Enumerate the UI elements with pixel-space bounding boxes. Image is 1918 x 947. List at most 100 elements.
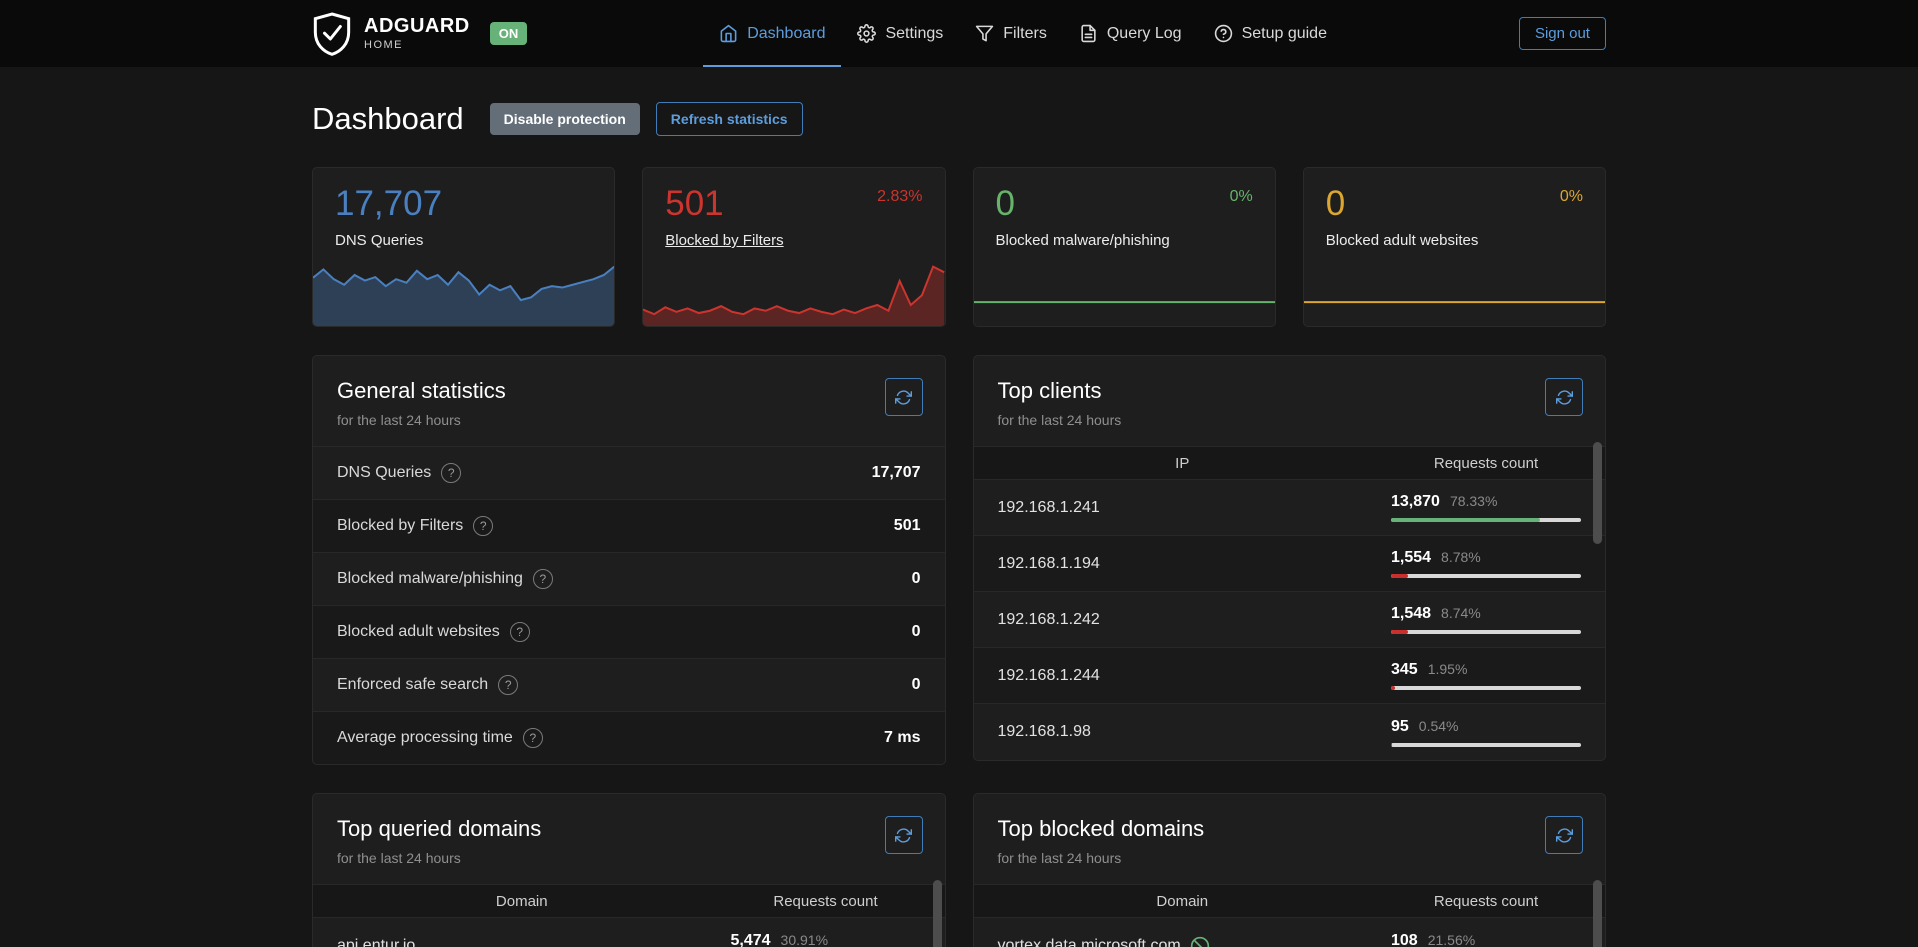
panel-scrollbar[interactable] xyxy=(1593,880,1602,947)
nav-label: Setup guide xyxy=(1241,24,1327,42)
nav-label: Settings xyxy=(885,24,944,42)
panel-subtitle: for the last 24 hours xyxy=(337,850,461,866)
progress-bar-fill xyxy=(1391,742,1393,747)
top-queried-table: api.entur.io 5,474 30.91% xyxy=(313,918,945,947)
refresh-panel-button[interactable] xyxy=(1545,816,1583,854)
progress-bar-fill xyxy=(1391,574,1408,578)
brand-subtitle: HOME xyxy=(364,39,403,51)
dns-queries-sparkline xyxy=(313,260,615,326)
nav-tab-filters[interactable]: Filters xyxy=(959,0,1063,67)
column-header-requests[interactable]: Requests count xyxy=(773,892,878,910)
stat-label: Blocked by Filters xyxy=(337,517,464,534)
sign-out-button[interactable]: Sign out xyxy=(1518,17,1606,50)
panel-title: Top clients xyxy=(997,378,1102,403)
nav-tab-setup-guide[interactable]: Setup guide xyxy=(1198,0,1343,67)
progress-bar xyxy=(1391,686,1581,690)
filter-funnel-icon xyxy=(976,25,994,42)
stat-value: 0 xyxy=(911,570,921,587)
table-row: Blocked adult websites 0 xyxy=(313,605,945,658)
blocked-slash-icon[interactable] xyxy=(1190,936,1210,947)
nav-label: Dashboard xyxy=(747,24,826,42)
help-question-icon[interactable] xyxy=(498,675,519,695)
request-count: 345 xyxy=(1391,661,1418,678)
client-ip[interactable]: 192.168.1.244 xyxy=(997,666,1100,684)
client-ip[interactable]: 192.168.1.241 xyxy=(997,498,1100,516)
request-count: 108 xyxy=(1391,931,1418,947)
help-question-icon[interactable] xyxy=(532,569,553,589)
adguard-logo[interactable]: ADGUARD HOME ON xyxy=(312,11,528,56)
nav-tab-query-log[interactable]: Query Log xyxy=(1063,0,1198,67)
help-question-icon[interactable] xyxy=(473,516,494,536)
help-question-icon[interactable] xyxy=(509,622,530,642)
panel-title: Top queried domains xyxy=(337,816,542,841)
client-ip[interactable]: 192.168.1.98 xyxy=(997,723,1091,740)
blocked-adult-percent: 0% xyxy=(1559,188,1583,205)
column-header-domain[interactable]: Domain xyxy=(495,892,548,910)
progress-bar-fill xyxy=(1391,686,1395,690)
brand-name: ADGUARD xyxy=(364,15,470,37)
request-percent: 30.91% xyxy=(780,931,829,947)
blocked-filters-link[interactable]: Blocked by Filters xyxy=(665,232,784,249)
table-row: 192.168.1.194 1,554 8.78% xyxy=(973,536,1605,592)
blocked-filters-value: 501 xyxy=(665,184,724,223)
panel-scrollbar[interactable] xyxy=(932,880,942,947)
help-question-icon[interactable] xyxy=(441,463,462,483)
stat-label: Blocked adult websites xyxy=(337,623,500,640)
panel-subtitle: for the last 24 hours xyxy=(997,412,1122,428)
client-ip[interactable]: 192.168.1.194 xyxy=(997,554,1100,572)
column-header-requests[interactable]: Requests count xyxy=(1433,454,1539,472)
nav-tab-dashboard[interactable]: Dashboard xyxy=(703,0,842,67)
table-row: 192.168.1.242 1,548 8.74% xyxy=(973,592,1605,648)
dns-queries-value: 17,707 xyxy=(335,184,443,223)
table-header: IP Requests count xyxy=(973,446,1605,480)
disable-protection-button[interactable]: Disable protection xyxy=(489,103,640,135)
progress-bar xyxy=(1391,574,1581,578)
refresh-panel-button[interactable] xyxy=(1545,378,1583,416)
table-row: Enforced safe search 0 xyxy=(313,658,945,711)
refresh-panel-button[interactable] xyxy=(884,378,923,416)
blocked-adult-value: 0 xyxy=(1325,184,1346,223)
top-queried-domains-panel: Top queried domains for the last 24 hour… xyxy=(312,793,946,947)
column-header-ip[interactable]: IP xyxy=(1175,454,1190,472)
request-percent: 8.74% xyxy=(1441,605,1481,621)
blocked-adult-sparkline xyxy=(1304,260,1605,326)
queried-domain[interactable]: api.entur.io xyxy=(337,937,416,947)
refresh-panel-button[interactable] xyxy=(884,816,923,854)
top-clients-panel: Top clients for the last 24 hours IP Req… xyxy=(972,355,1606,761)
table-row: Blocked malware/phishing 0 xyxy=(313,552,945,605)
stat-cards-row: 17,707 DNS Queries 501 2.83% Blocked by … xyxy=(312,167,1606,327)
request-percent: 8.78% xyxy=(1441,549,1481,565)
table-row: Blocked by Filters 501 xyxy=(313,499,945,552)
main-nav: Dashboard Settings Filters Query Log Set… xyxy=(703,0,1343,67)
stat-label: Enforced safe search xyxy=(337,676,489,693)
help-circle-icon xyxy=(1214,24,1232,43)
request-count: 1,548 xyxy=(1391,605,1432,622)
blocked-filters-percent: 2.83% xyxy=(877,188,923,205)
blocked-malware-sparkline xyxy=(974,260,1275,326)
panel-scrollbar[interactable] xyxy=(1593,442,1602,544)
panel-title: Top blocked domains xyxy=(997,816,1205,841)
stat-value: 17,707 xyxy=(871,464,921,481)
help-question-icon[interactable] xyxy=(522,728,543,748)
stat-value: 0 xyxy=(911,676,921,693)
blocked-filters-card: 501 2.83% Blocked by Filters xyxy=(642,167,946,327)
protection-on-badge: ON xyxy=(489,22,528,45)
panel-subtitle: for the last 24 hours xyxy=(997,850,1122,866)
client-ip[interactable]: 192.168.1.242 xyxy=(997,610,1100,628)
progress-bar xyxy=(1391,518,1581,522)
top-blocked-domains-panel: Top blocked domains for the last 24 hour… xyxy=(972,793,1606,947)
table-row: DNS Queries 17,707 xyxy=(313,446,945,499)
table-header: Domain Requests count xyxy=(973,884,1605,918)
stat-value: 0 xyxy=(911,623,921,640)
request-percent: 1.95% xyxy=(1427,661,1468,677)
column-header-requests[interactable]: Requests count xyxy=(1433,892,1539,910)
top-blocked-table: vortex.data.microsoft.com 108 21.56% xyxy=(974,918,1606,947)
refresh-statistics-button[interactable]: Refresh statistics xyxy=(655,102,803,136)
stat-label: DNS Queries xyxy=(337,464,432,481)
request-percent: 78.33% xyxy=(1449,493,1498,509)
nav-tab-settings[interactable]: Settings xyxy=(841,0,959,67)
top-clients-table: 192.168.1.241 13,870 78.33% 192.168.1.194… xyxy=(973,480,1605,760)
blocked-domain[interactable]: vortex.data.microsoft.com xyxy=(997,937,1181,947)
column-header-domain[interactable]: Domain xyxy=(1156,892,1209,910)
request-percent: 0.54% xyxy=(1418,717,1459,734)
